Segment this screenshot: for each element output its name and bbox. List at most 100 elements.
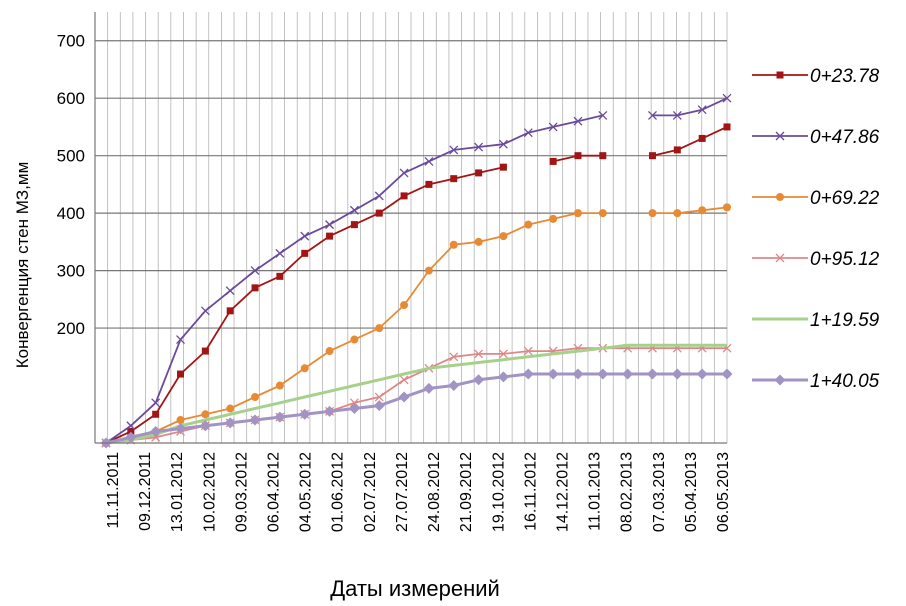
data-point: [176, 335, 185, 345]
series-line: [105, 126, 728, 444]
data-point: [775, 131, 785, 141]
data-point: [774, 374, 786, 386]
data-point: [276, 272, 284, 280]
data-point: [696, 368, 708, 380]
data-point: [251, 393, 260, 402]
data-point: [671, 368, 683, 380]
data-point: [226, 404, 235, 413]
x-tick-label: 13.01.2012: [169, 452, 186, 532]
data-point: [775, 253, 785, 263]
x-axis-label: Даты измерений: [330, 576, 500, 601]
y-tick-label: 200: [57, 319, 85, 338]
data-point: [449, 240, 458, 249]
data-point: [300, 231, 310, 241]
data-point: [400, 192, 408, 200]
x-tick-label: 08.02.2013: [619, 452, 636, 532]
x-tick-label: 02.07.2012: [362, 452, 379, 532]
data-point: [673, 146, 681, 154]
legend-item: 1+19.59: [752, 310, 880, 331]
x-tick-label: 07.03.2013: [651, 452, 668, 532]
data-point: [324, 405, 336, 417]
y-tick-label: 400: [57, 204, 85, 223]
series-line: [105, 347, 727, 444]
data-point: [723, 123, 731, 131]
data-point: [425, 180, 433, 188]
legend-label: 0+95.12: [810, 249, 880, 270]
y-axis-label: Конвергенция стен МЗ,мм: [13, 162, 32, 369]
data-point: [226, 307, 234, 315]
data-point: [548, 122, 558, 132]
data-point: [251, 284, 259, 292]
data-point: [646, 368, 658, 380]
data-point: [597, 368, 609, 380]
legend-label: 1+19.59: [810, 310, 880, 331]
x-tick-label: 01.06.2012: [330, 452, 347, 532]
data-point: [776, 193, 784, 201]
x-tick-label: 21.09.2012: [458, 452, 475, 532]
data-point: [126, 421, 136, 431]
data-point: [697, 105, 707, 115]
data-point: [549, 214, 558, 223]
data-point: [151, 398, 161, 408]
x-tick-label: 09.03.2012: [233, 452, 250, 532]
series-line: [105, 343, 727, 445]
data-point: [523, 128, 533, 138]
data-point: [598, 209, 607, 218]
legend-item: 1+40.05: [752, 371, 880, 392]
legend-label: 1+40.05: [810, 371, 880, 392]
data-point: [249, 414, 261, 426]
data-point: [673, 209, 682, 218]
data-point: [299, 408, 311, 420]
data-point: [201, 410, 210, 419]
data-point: [398, 391, 410, 403]
legend: 0+23.78 0+47.86 0+69.22 0+95.12 1+19.59 1+40.…: [752, 66, 880, 392]
data-point: [672, 110, 682, 120]
data-point: [350, 335, 359, 344]
data-point: [150, 426, 162, 438]
data-point: [400, 301, 409, 310]
data-point: [499, 232, 508, 241]
data-point: [175, 423, 187, 435]
data-point: [275, 248, 285, 258]
legend-item: 0+95.12: [752, 249, 880, 270]
data-point: [573, 209, 582, 218]
y-tick-label: 700: [57, 32, 85, 51]
data-point: [250, 266, 260, 276]
data-point: [201, 347, 209, 355]
data-point: [497, 371, 509, 383]
data-point: [524, 220, 533, 229]
data-point: [399, 168, 409, 178]
data-point: [224, 417, 236, 429]
data-point: [125, 431, 137, 443]
x-tick-label: 06.05.2013: [715, 452, 732, 532]
data-point: [325, 220, 335, 230]
data-point: [648, 209, 657, 218]
y-tick-label: 600: [57, 89, 85, 108]
legend-label: 0+69.22: [810, 188, 880, 209]
data-point: [349, 398, 359, 408]
data-point: [474, 349, 484, 359]
data-point: [373, 400, 385, 412]
data-point: [177, 370, 185, 378]
data-point: [648, 152, 656, 160]
series-0+69.22: [102, 203, 731, 447]
legend-label: 0+23.78: [810, 66, 880, 87]
series-0+23.78: [102, 123, 731, 447]
x-tick-label: 19.10.2012: [490, 452, 507, 532]
data-point: [424, 266, 433, 275]
data-point: [574, 152, 582, 160]
grid: [94, 12, 728, 443]
data-point: [326, 232, 334, 240]
data-point: [374, 191, 384, 201]
data-point: [375, 209, 383, 217]
x-tick-label: 11.11.2011: [105, 452, 122, 529]
data-point: [599, 152, 607, 160]
data-point: [776, 71, 784, 79]
data-point: [449, 145, 459, 155]
series-layer: [100, 93, 733, 449]
data-point: [325, 347, 334, 356]
data-point: [225, 286, 235, 296]
data-point: [498, 139, 508, 149]
data-point: [723, 203, 731, 212]
